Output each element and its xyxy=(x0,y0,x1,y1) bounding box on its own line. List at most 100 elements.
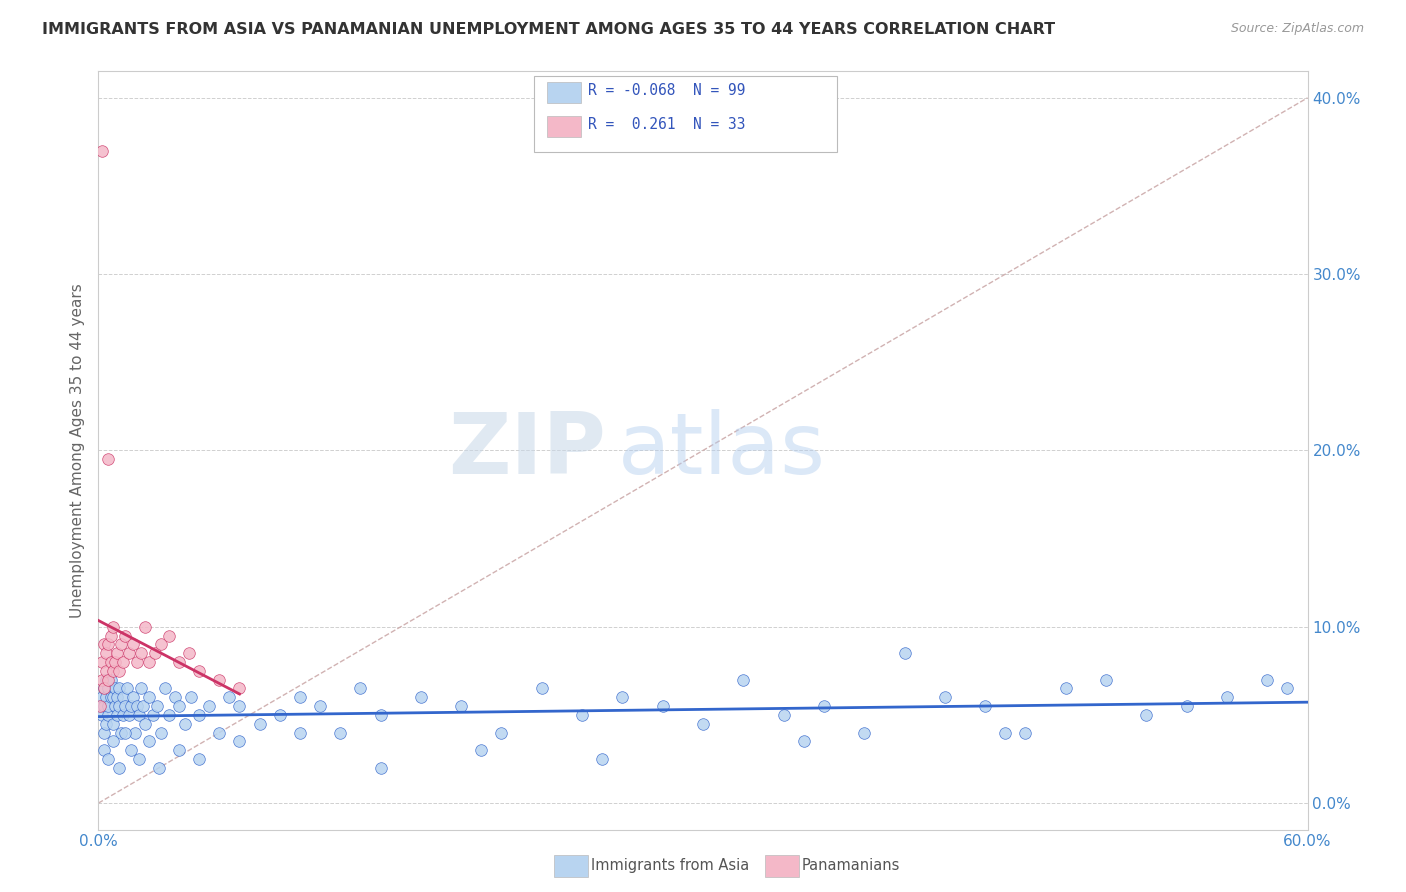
Point xyxy=(1095,673,1118,687)
Point xyxy=(103,655,125,669)
Point xyxy=(91,144,114,158)
Point xyxy=(97,752,120,766)
Point xyxy=(157,629,180,643)
Point xyxy=(128,752,150,766)
Point xyxy=(349,681,371,696)
Point xyxy=(93,743,115,757)
Point xyxy=(1277,681,1299,696)
Point xyxy=(110,637,132,651)
Point xyxy=(1135,708,1157,723)
Point xyxy=(167,743,190,757)
Point xyxy=(107,664,129,678)
Point xyxy=(651,699,673,714)
Point xyxy=(208,725,231,739)
Point xyxy=(179,646,201,660)
Point xyxy=(288,725,311,739)
Point xyxy=(89,699,111,714)
Point xyxy=(93,681,115,696)
Text: R =  0.261  N = 33: R = 0.261 N = 33 xyxy=(588,118,745,132)
Point xyxy=(793,734,815,748)
Point xyxy=(146,699,169,714)
Text: Panamanians: Panamanians xyxy=(801,858,900,872)
Point xyxy=(111,708,134,723)
Point xyxy=(138,655,160,669)
Point xyxy=(105,690,128,705)
Point xyxy=(612,690,634,705)
Point xyxy=(1014,725,1036,739)
Point xyxy=(149,637,172,651)
Point xyxy=(101,664,124,678)
Point xyxy=(93,725,115,739)
Point xyxy=(692,716,714,731)
Text: Source: ZipAtlas.com: Source: ZipAtlas.com xyxy=(1230,22,1364,36)
Point xyxy=(107,761,129,775)
Point xyxy=(269,708,291,723)
Point xyxy=(228,734,250,748)
Point xyxy=(96,716,118,731)
Point xyxy=(733,673,755,687)
Point xyxy=(288,690,311,705)
Point xyxy=(97,681,120,696)
Point xyxy=(934,690,956,705)
Point xyxy=(329,725,352,739)
Text: R = -0.068  N = 99: R = -0.068 N = 99 xyxy=(588,84,745,98)
Point xyxy=(470,743,492,757)
Point xyxy=(450,699,472,714)
Point xyxy=(148,761,170,775)
Point xyxy=(91,673,114,687)
Point xyxy=(228,699,250,714)
Point xyxy=(93,699,115,714)
Point xyxy=(134,620,156,634)
Point xyxy=(100,629,122,643)
Point xyxy=(91,708,114,723)
Point xyxy=(110,725,132,739)
Point xyxy=(93,681,115,696)
Point xyxy=(591,752,613,766)
Point xyxy=(125,655,148,669)
Point xyxy=(91,690,114,705)
Point xyxy=(129,681,152,696)
Point xyxy=(1054,681,1077,696)
Point xyxy=(129,646,152,660)
Point xyxy=(128,708,150,723)
Point xyxy=(1256,673,1278,687)
Point xyxy=(491,725,513,739)
Point xyxy=(530,681,553,696)
Point xyxy=(97,637,120,651)
Point xyxy=(124,725,146,739)
Text: ZIP: ZIP xyxy=(449,409,606,492)
Point xyxy=(103,699,125,714)
Point xyxy=(163,690,186,705)
Point xyxy=(97,452,120,467)
Point xyxy=(198,699,221,714)
Point xyxy=(97,708,120,723)
Point xyxy=(111,690,134,705)
Point xyxy=(228,681,250,696)
Point xyxy=(107,699,129,714)
Point xyxy=(138,734,160,748)
Point xyxy=(138,690,160,705)
Point xyxy=(571,708,593,723)
Point xyxy=(157,708,180,723)
Point xyxy=(370,708,392,723)
Point xyxy=(370,761,392,775)
Point xyxy=(208,673,231,687)
Point xyxy=(125,699,148,714)
Point xyxy=(118,708,141,723)
Point xyxy=(96,673,118,687)
Point xyxy=(249,716,271,731)
Point xyxy=(100,655,122,669)
Point xyxy=(121,637,143,651)
Point xyxy=(101,690,124,705)
Point xyxy=(188,664,211,678)
Point xyxy=(309,699,332,714)
Point xyxy=(97,673,120,687)
Point xyxy=(96,664,118,678)
Point xyxy=(143,646,166,660)
Text: IMMIGRANTS FROM ASIA VS PANAMANIAN UNEMPLOYMENT AMONG AGES 35 TO 44 YEARS CORREL: IMMIGRANTS FROM ASIA VS PANAMANIAN UNEMP… xyxy=(42,22,1056,37)
Point xyxy=(167,699,190,714)
Point xyxy=(91,655,114,669)
Point xyxy=(97,699,120,714)
Point xyxy=(101,716,124,731)
Point xyxy=(114,629,136,643)
